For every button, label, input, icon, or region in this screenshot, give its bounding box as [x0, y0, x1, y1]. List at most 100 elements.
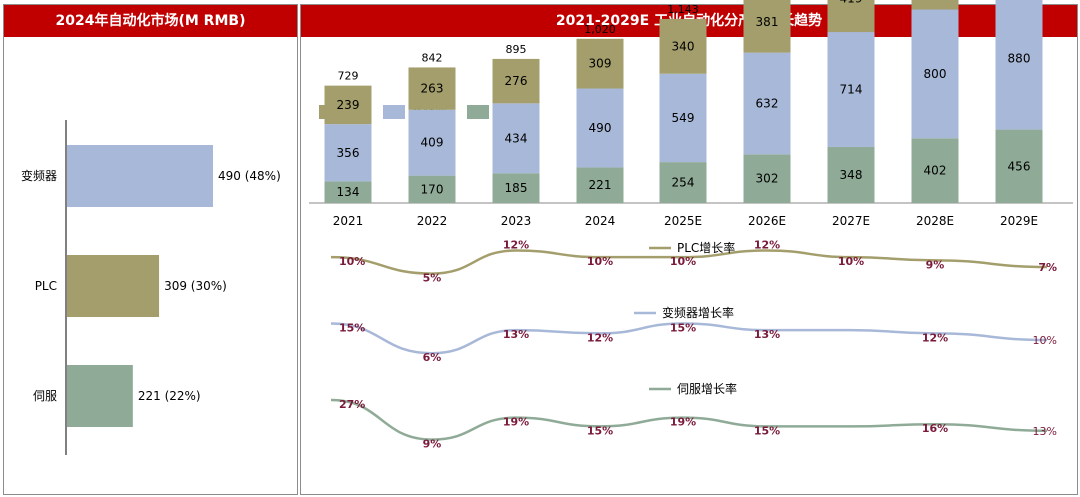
left-panel: 2024年自动化市场(M RMB) 变频器 490 (48%) PLC 309 (30…: [3, 4, 298, 495]
x-tick-label: 2021: [333, 214, 364, 228]
rate-label: 5%: [423, 272, 442, 285]
segment-value-label: 800: [924, 67, 947, 81]
stack-segment-2: [911, 0, 959, 10]
rate-label: 9%: [423, 438, 442, 451]
stack-segment-2: [492, 58, 540, 104]
stack-segment-1: [995, 0, 1043, 130]
line-legend-label: PLC增长率: [677, 240, 735, 255]
rate-label: 12%: [922, 331, 948, 344]
category-label: 变频器: [21, 168, 57, 183]
stack-segment-0: [576, 167, 624, 203]
stack-segment-1: [576, 88, 624, 168]
segment-value-label: 549: [672, 111, 695, 125]
stack-segment-0: [492, 173, 540, 203]
bar-0: [67, 145, 213, 207]
stack-segment-2: [408, 67, 456, 110]
x-tick-label: 2024: [585, 214, 616, 228]
stack-segment-0: [743, 154, 791, 203]
stack-segment-1: [743, 52, 791, 155]
rate-label: 12%: [754, 239, 780, 252]
x-tick-label: 2023: [501, 214, 532, 228]
x-tick-label: 2027E: [832, 214, 870, 228]
bar-value-label: 221 (22%): [138, 389, 201, 403]
bar-value-label: 309 (30%): [164, 279, 227, 293]
stack-segment-0: [408, 175, 456, 203]
legend-swatch: [383, 105, 405, 119]
category-label: 伺服: [33, 389, 57, 403]
growth-line-1: [330, 322, 1048, 355]
legend-swatch: [467, 105, 489, 119]
segment-value-label: 309: [589, 57, 612, 71]
line-legend-label: 伺服增长率: [677, 381, 737, 396]
stack-segment-2: [576, 38, 624, 89]
rate-label: 6%: [423, 351, 442, 364]
rate-label: 13%: [1033, 425, 1057, 438]
x-tick-label: 2025E: [664, 214, 702, 228]
total-label: 1,143: [667, 3, 699, 16]
x-tick-label: 2028E: [916, 214, 954, 228]
segment-value-label: 340: [672, 39, 695, 53]
segment-value-label: 434: [505, 131, 528, 145]
market-share-bar-chart: 变频器 490 (48%) PLC 309 (30%) 伺服 221 (22%): [21, 120, 281, 455]
x-tick-label: 2029E: [1000, 214, 1038, 228]
segment-value-label: 409: [421, 136, 444, 150]
stack-segment-1: [659, 73, 707, 163]
rate-label: 10%: [838, 255, 864, 268]
segment-value-label: 170: [421, 182, 444, 196]
growth-line-2: [330, 398, 1048, 441]
segment-value-label: 419: [840, 0, 863, 5]
bar-1: [67, 255, 160, 317]
rate-label: 12%: [587, 331, 613, 344]
segment-value-label: 456: [1008, 159, 1031, 173]
segment-value-label: 356: [337, 146, 360, 160]
bar-value-label: 490 (48%): [218, 169, 281, 183]
segment-value-label: 402: [924, 164, 947, 178]
bar-2: [67, 365, 133, 427]
rate-label: 15%: [754, 424, 780, 437]
rate-label: 9%: [926, 258, 945, 271]
stack-segment-2: [827, 0, 875, 33]
segment-value-label: 185: [505, 181, 528, 195]
stack-segment-0: [324, 181, 372, 203]
rate-label: 13%: [503, 328, 529, 341]
stack-segment-1: [408, 109, 456, 176]
rate-label: 7%: [1038, 261, 1057, 274]
segment-value-label: 381: [756, 15, 779, 29]
segment-value-label: 880: [1008, 52, 1031, 66]
segment-value-label: 632: [756, 97, 779, 111]
stack-segment-0: [827, 146, 875, 203]
rate-label: 10%: [339, 255, 365, 268]
right-panel: 2021-2029E 工业自动化分产品增长趋势 PLC变频器伺服13435623…: [300, 0, 1078, 495]
stack-segment-1: [324, 124, 372, 182]
total-label: 895: [506, 43, 527, 56]
total-label: 1,020: [584, 23, 616, 36]
segment-value-label: 490: [589, 121, 612, 135]
growth-line-0: [330, 249, 1048, 275]
segment-value-label: 302: [756, 172, 779, 186]
rate-label: 27%: [339, 398, 365, 411]
rate-label: 13%: [754, 328, 780, 341]
stack-segment-1: [827, 32, 875, 147]
segment-value-label: 714: [840, 82, 863, 96]
rate-label: 10%: [670, 255, 696, 268]
x-tick-label: 2026E: [748, 214, 786, 228]
segment-value-label: 134: [337, 185, 360, 199]
segment-value-label: 221: [589, 178, 612, 192]
rate-label: 19%: [503, 416, 529, 429]
line-legend-label: 变频器增长率: [662, 305, 734, 320]
stack-segment-0: [659, 162, 707, 203]
total-label: 729: [338, 70, 359, 83]
growth-trend-chart: PLC变频器伺服13435623972920211704092638422022…: [309, 0, 1073, 451]
stack-segment-1: [492, 103, 540, 174]
stack-segment-0: [995, 129, 1043, 203]
rate-label: 15%: [339, 322, 365, 335]
rate-label: 12%: [503, 239, 529, 252]
stack-segment-2: [659, 18, 707, 74]
category-label: PLC: [35, 279, 57, 293]
stack-segment-2: [743, 0, 791, 53]
rate-label: 16%: [922, 422, 948, 435]
stack-segment-1: [911, 9, 959, 139]
segment-value-label: 239: [337, 98, 360, 112]
left-panel-title: 2024年自动化市场(M RMB): [4, 5, 297, 37]
rate-label: 15%: [587, 424, 613, 437]
